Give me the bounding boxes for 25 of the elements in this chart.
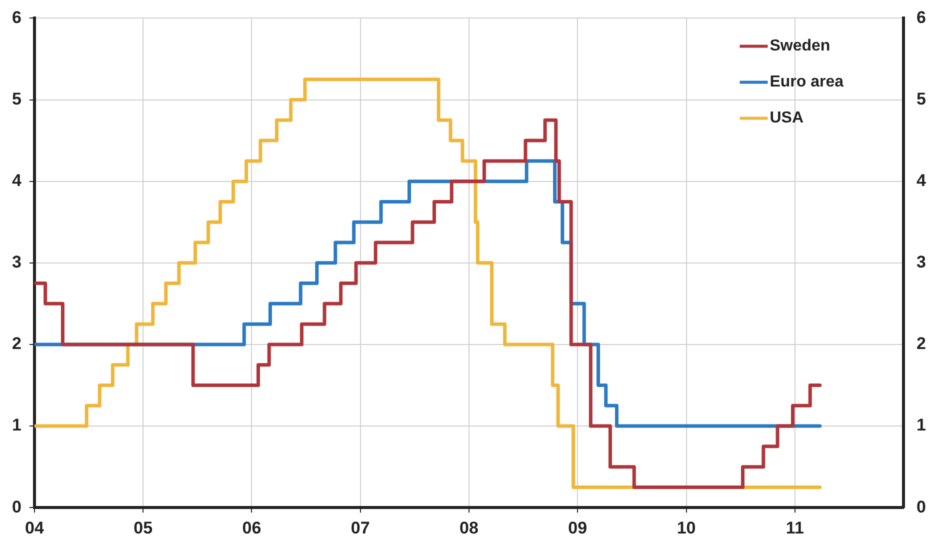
y-tick-label: 5 <box>12 89 22 108</box>
legend-label: Sweden <box>770 38 830 55</box>
y2-tick-label: 6 <box>916 8 926 27</box>
y2-tick-label: 3 <box>916 252 926 272</box>
y-tick-label: 1 <box>12 416 22 435</box>
y2-tick-label: 4 <box>916 171 927 190</box>
y-tick-label: 3 <box>12 252 22 272</box>
y2-tick-label: 1 <box>916 416 926 435</box>
x-tick-label: 11 <box>786 518 804 538</box>
x-tick-label: 04 <box>24 518 44 538</box>
legend-label: USA <box>770 110 804 127</box>
y-tick-label: 6 <box>12 8 22 27</box>
y2-tick-label: 2 <box>916 334 926 354</box>
x-tick-label: 09 <box>568 518 588 538</box>
y-tick-label: 0 <box>12 497 22 516</box>
y-tick-label: 2 <box>12 334 22 354</box>
x-tick-label: 07 <box>350 518 370 538</box>
y2-tick-label: 5 <box>916 89 926 108</box>
x-tick-label: 05 <box>134 518 153 538</box>
x-tick-label: 10 <box>676 518 696 538</box>
legend-label: Euro area <box>770 74 844 91</box>
y-tick-label: 4 <box>12 171 22 190</box>
y2-tick-label: 0 <box>916 497 926 516</box>
x-tick-label: 08 <box>460 518 478 538</box>
x-tick-label: 06 <box>242 518 262 538</box>
